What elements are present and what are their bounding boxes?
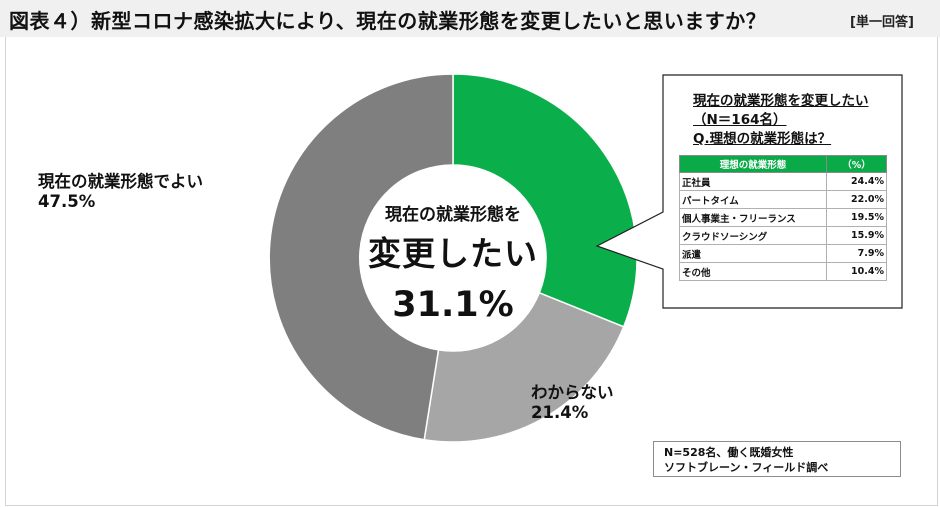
cell-pct: 19.5%: [826, 208, 887, 227]
label-unknown-name: わからない: [531, 383, 614, 402]
label-unknown-pct: 21.4%: [531, 402, 589, 422]
cell-pct: 15.9%: [826, 226, 887, 245]
chart-title: 図表４）新型コロナ感染拡大により、現在の就業形態を変更したいと思いますか？: [9, 9, 767, 33]
cell-pct: 7.9%: [826, 244, 887, 263]
cell-pct: 10.4%: [826, 262, 887, 281]
label-keep-name: 現在の就業形態でよい: [38, 172, 203, 191]
ideal-work-style-table: 理想の就業形態 （%） 正社員 24.4% パートタイム 22.0% 個人事業主…: [679, 155, 887, 281]
center-line2: 変更したい: [368, 234, 538, 273]
table-header-row: 理想の就業形態 （%）: [679, 155, 887, 173]
label-unknown: わからない 21.4%: [531, 383, 614, 423]
title-bar: 図表４）新型コロナ感染拡大により、現在の就業形態を変更したいと思いますか？ [単…: [0, 0, 940, 37]
slice-unknown: [423, 291, 625, 443]
cell-type: 個人事業主・フリーランス: [679, 208, 827, 227]
table-row: 正社員 24.4%: [679, 172, 887, 191]
table-row: パートタイム 22.0%: [679, 190, 887, 209]
table-row: その他 10.4%: [679, 262, 887, 281]
label-keep: 現在の就業形態でよい 47.5%: [38, 172, 203, 212]
cell-type: 派遣: [679, 244, 827, 263]
answer-type-tag: [単一回答]: [850, 15, 914, 30]
center-line1: 現在の就業形態を: [385, 205, 521, 225]
source-footnote: N=528名、働く既婚女性 ソフトブレーン・フィールド調べ: [653, 441, 901, 477]
slice-keep: [268, 73, 454, 441]
cell-pct: 24.4%: [826, 172, 887, 191]
cell-type: その他: [679, 262, 827, 281]
callout-line2: （N＝164名）: [693, 112, 787, 128]
callout-heading: 現在の就業形態を変更したい （N＝164名） Q.理想の就業形態は？: [693, 92, 869, 149]
table-row: 派遣 7.9%: [679, 244, 887, 263]
cell-type: クラウドソーシング: [679, 226, 827, 245]
col-header-pct: （%）: [826, 155, 887, 173]
slice-change: [452, 73, 638, 328]
callout-line3: Q.理想の就業形態は？: [693, 131, 832, 147]
table-row: 個人事業主・フリーランス 19.5%: [679, 208, 887, 227]
center-pct: 31.1%: [392, 285, 514, 325]
label-keep-pct: 47.5%: [38, 191, 96, 211]
col-header-type: 理想の就業形態: [679, 155, 827, 173]
footnote-source: ソフトブレーン・フィールド調べ: [664, 461, 829, 474]
table-row: クラウドソーシング 15.9%: [679, 226, 887, 245]
footnote-sample: N=528名、働く既婚女性: [664, 446, 794, 459]
cell-type: パートタイム: [679, 190, 827, 209]
cell-type: 正社員: [679, 172, 827, 191]
cell-pct: 22.0%: [826, 190, 887, 209]
callout-line1: 現在の就業形態を変更したい: [693, 93, 869, 109]
donut-center-label: 現在の就業形態を 変更したい 31.1%: [353, 200, 553, 325]
